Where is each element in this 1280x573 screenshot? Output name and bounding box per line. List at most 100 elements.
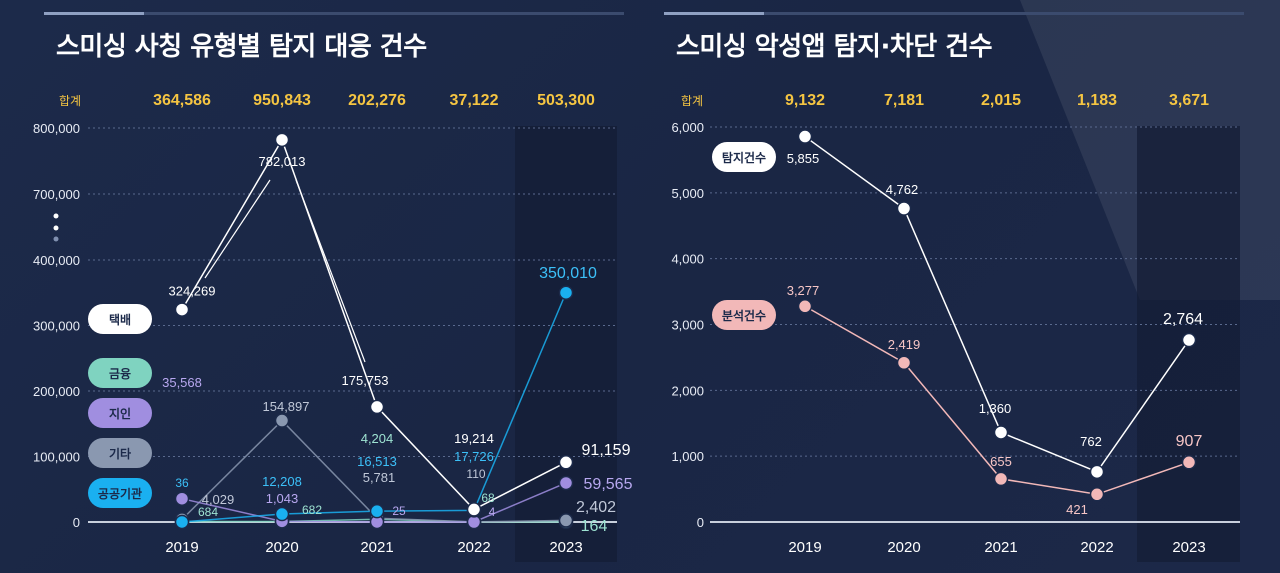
total-value: 1,183 (1077, 92, 1117, 109)
axis-break-dot (53, 213, 59, 219)
left-chart-title: 스미싱 사칭 유형별 탐지 대응 건수 (56, 32, 427, 62)
leader-line (295, 179, 366, 363)
data-label-분석건수: 421 (1066, 502, 1088, 517)
data-label-분석건수: 2,419 (888, 337, 921, 352)
x-tick-label: 2019 (788, 539, 821, 556)
data-label-지인: 25 (392, 504, 406, 518)
total-value: 2,015 (981, 92, 1021, 109)
data-label-공공기관: 36 (175, 476, 189, 490)
data-point-택배 (466, 502, 482, 517)
data-label-지인: 4 (489, 505, 496, 519)
y-tick-label: 300,000 (33, 319, 80, 334)
leader-line (204, 179, 271, 279)
y-tick-label: 2,000 (671, 383, 704, 398)
data-label-택배: 175,753 (342, 373, 389, 388)
data-label-금융: 684 (198, 505, 218, 519)
legend-pill-지인: 지인 (88, 398, 152, 428)
data-point-택배 (274, 132, 290, 148)
data-label-분석건수: 907 (1176, 433, 1203, 450)
data-label-공공기관: 17,726 (454, 449, 494, 464)
x-tick-label: 2023 (549, 539, 582, 556)
data-label-금융: 682 (302, 503, 322, 517)
right-chart-svg: 6,000 5,000 4,000 3,000 2,000 1,000 0 합계 9,132 7,… (671, 92, 1240, 562)
right-chart-title: 스미싱 악성앱 탐지·차단 건수 (676, 32, 993, 62)
y-tick-label: 0 (73, 515, 80, 530)
left-chart-panel: 스미싱 사칭 유형별 탐지 대응 건수 800,000 700,000 400,00… (0, 0, 633, 573)
x-tick-label: 2022 (457, 539, 490, 556)
data-label-기타: 4,029 (202, 492, 235, 507)
x-tick-label: 2021 (360, 539, 393, 556)
y-tick-label: 5,000 (671, 186, 704, 201)
y-tick-label: 1,000 (671, 449, 704, 464)
x-tick-label: 2020 (887, 539, 920, 556)
y-tick-label: 200,000 (33, 384, 80, 399)
data-label-탐지건수: 762 (1080, 434, 1102, 449)
data-label-택배: 19,214 (454, 431, 494, 446)
data-point-택배 (558, 455, 574, 470)
y-tick-label: 6,000 (671, 120, 704, 135)
data-label-탐지건수: 1,360 (979, 401, 1012, 416)
total-value: 7,181 (884, 92, 924, 109)
total-value: 202,276 (348, 92, 406, 109)
legend-pill-탐지건수: 탐지건수 (712, 142, 776, 172)
total-label: 합계 (59, 94, 81, 108)
data-label-기타: 2,402 (576, 499, 616, 516)
left-chart-svg: 800,000 700,000 400,000 300,000 200,000 100,0… (33, 92, 633, 562)
data-label-택배: 324,269 (169, 284, 216, 299)
data-label-금융: 4,204 (361, 431, 394, 446)
data-point-공공기관 (558, 285, 574, 300)
data-label-기타: 5,781 (363, 470, 396, 485)
data-label-택배: 91,159 (582, 442, 631, 459)
x-tick-label: 2019 (165, 539, 198, 556)
axis-break-dot (53, 236, 59, 242)
data-point-탐지건수 (896, 201, 912, 216)
y-tick-label: 800,000 (33, 121, 80, 136)
data-label-분석건수: 655 (990, 454, 1012, 469)
data-point-공공기관 (274, 506, 290, 522)
series-line-탐지건수 (804, 135, 1190, 473)
legend-pill-금융: 금융 (88, 358, 152, 388)
total-value: 3,671 (1169, 92, 1209, 109)
total-value: 950,843 (253, 92, 311, 109)
data-label-기타: 154,897 (263, 399, 310, 414)
title-accent-line (44, 12, 624, 15)
data-label-탐지건수: 4,762 (886, 182, 919, 197)
x-tick-label: 2022 (1080, 539, 1113, 556)
data-label-지인: 59,565 (584, 476, 633, 493)
data-point-기타 (558, 513, 574, 528)
data-point-택배 (174, 302, 190, 317)
legend-pill-택배: 택배 (88, 304, 152, 334)
total-value: 364,586 (153, 92, 211, 109)
x-tick-label: 2021 (984, 539, 1017, 556)
data-label-공공기관: 12,208 (262, 474, 302, 489)
data-point-공공기관 (174, 514, 190, 530)
data-label-지인: 1,043 (266, 491, 299, 506)
y-tick-label: 3,000 (671, 318, 704, 333)
data-point-지인 (558, 475, 574, 491)
data-label-탐지건수: 5,855 (787, 151, 820, 166)
y-tick-label: 100,000 (33, 450, 80, 465)
data-label-탐지건수: 2,764 (1163, 311, 1203, 328)
y-tick-label: 700,000 (33, 187, 80, 202)
total-value: 37,122 (450, 92, 499, 109)
x-tick-label: 2023 (1172, 539, 1205, 556)
data-point-탐지건수 (1089, 464, 1105, 480)
highlight-band-2023 (515, 126, 617, 562)
x-tick-label: 2020 (265, 539, 298, 556)
data-point-분석건수 (1089, 487, 1105, 502)
data-point-분석건수 (1181, 455, 1197, 470)
right-chart-panel: 스미싱 악성앱 탐지·차단 건수 6,000 5,000 4,000 3,000 2,0… (640, 0, 1260, 573)
legend-pill-분석건수: 분석건수 (712, 300, 776, 330)
data-label-공공기관: 16,513 (357, 454, 397, 469)
data-label-기타: 110 (466, 467, 485, 481)
legend-pill-공공기관: 공공기관 (88, 478, 152, 508)
data-point-기타 (274, 413, 290, 428)
data-point-분석건수 (797, 299, 813, 314)
legend-pill-기타: 기타 (88, 438, 152, 468)
data-label-분석건수: 3,277 (787, 283, 820, 298)
data-label-공공기관: 350,010 (539, 265, 597, 282)
y-tick-label: 0 (697, 515, 704, 530)
total-value: 9,132 (785, 92, 825, 109)
title-accent-line (664, 12, 1244, 15)
total-value: 503,300 (537, 92, 595, 109)
